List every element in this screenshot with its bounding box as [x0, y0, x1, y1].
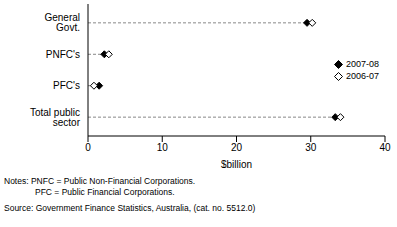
html-text:2006-07: 2006-07	[346, 71, 379, 81]
html-text:Notes: PNFC = Public Non-Finan: Notes: PNFC = Public Non-Financial Corpo…	[4, 176, 196, 186]
svg-text:40: 40	[379, 142, 389, 153]
svg-text:PNFC's: PNFC's	[46, 49, 80, 60]
svg-text:0: 0	[85, 142, 91, 153]
svg-text:Total publicsector: Total publicsector	[30, 107, 81, 128]
html-text:PFC = Public Financial Corpora: PFC = Public Financial Corporations.	[35, 187, 175, 197]
svg-text:GeneralGovt.: GeneralGovt.	[44, 12, 80, 33]
svg-text:PFC's: PFC's	[53, 80, 80, 91]
html-text:2007-08: 2007-08	[346, 59, 379, 69]
html-text:Source: Government Finance Sta: Source: Government Finance Statistics, A…	[4, 203, 256, 213]
svg-text:30: 30	[305, 142, 317, 153]
svg-text:$billion: $billion	[221, 159, 252, 168]
svg-text:20: 20	[231, 142, 243, 153]
svg-text:10: 10	[157, 142, 169, 153]
